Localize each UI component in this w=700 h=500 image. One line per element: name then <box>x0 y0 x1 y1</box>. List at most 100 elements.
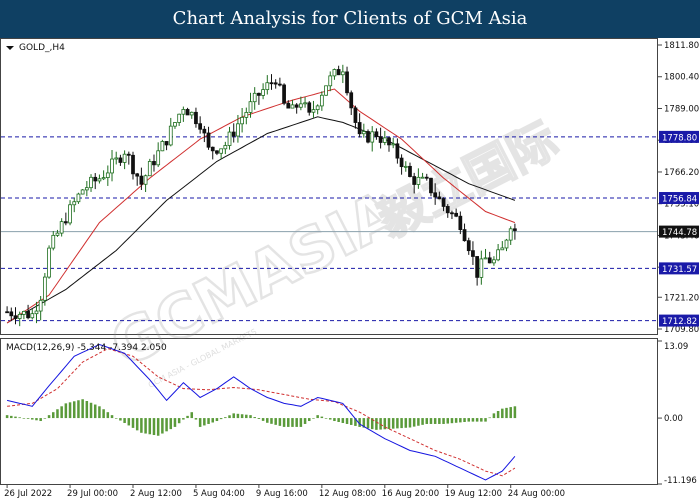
candle-body <box>420 176 425 179</box>
chart-title-banner: Chart Analysis for Clients of GCM Asia <box>0 0 700 38</box>
price-tick-label: 1766.20 <box>664 168 699 178</box>
macd-histogram-bar <box>417 418 420 426</box>
candle-body <box>248 101 253 113</box>
level-tag-label: 1756.84 <box>662 195 697 205</box>
level-tag-label: 1778.80 <box>662 133 697 143</box>
candle-body <box>114 157 119 160</box>
macd-histogram-bar <box>64 403 68 419</box>
macd-histogram-bar <box>480 418 483 422</box>
candle-body <box>223 145 228 150</box>
macd-histogram-bar <box>39 418 42 422</box>
candle-body <box>319 94 324 107</box>
macd-histogram-bar <box>438 418 441 424</box>
candle-body <box>126 153 131 156</box>
macd-histogram-bar <box>266 418 269 423</box>
candle-body <box>387 137 391 146</box>
candle-body <box>408 165 412 177</box>
candle-body <box>84 187 89 191</box>
candle-body <box>93 176 98 182</box>
macd-tick-label: 13.09 <box>664 342 688 352</box>
macd-histogram-bar <box>190 412 194 419</box>
time-tick-label: 5 Aug 04:00 <box>193 489 245 499</box>
candle-body <box>202 128 207 134</box>
candle-body <box>466 240 471 252</box>
candle-body <box>59 221 64 234</box>
candle-body <box>257 92 261 96</box>
ma-fast-line <box>6 88 516 324</box>
macd-histogram-bar <box>228 415 231 419</box>
ma-slow-layer <box>6 116 516 324</box>
candle-body <box>143 175 148 185</box>
macd-histogram-bar <box>85 401 89 419</box>
candle-body <box>156 150 161 166</box>
price-axis: 1811.801800.401789.001777.601766.201755.… <box>657 41 699 335</box>
macd-histogram-bar <box>5 415 9 419</box>
macd-main-line <box>6 343 516 481</box>
candle-body <box>135 173 140 177</box>
time-tick-label: 16 Aug 20:00 <box>382 489 439 499</box>
level-tag <box>659 225 699 238</box>
macd-histogram-bar <box>337 418 340 423</box>
candle-body <box>76 193 81 203</box>
candle-body <box>55 232 60 236</box>
dropdown-arrow-icon[interactable] <box>6 46 14 50</box>
macd-histogram-bar <box>152 418 156 436</box>
candle-body <box>30 313 35 319</box>
symbol-label: GOLD_,H4 <box>19 43 65 53</box>
price-tick-label: 1721.20 <box>664 293 699 303</box>
macd-histogram-bar <box>320 416 324 419</box>
ma-slow-line <box>6 116 516 324</box>
candle-body <box>475 256 479 278</box>
candle-body <box>487 257 492 264</box>
candle-body <box>131 154 135 175</box>
macd-histogram-bar <box>421 418 424 425</box>
candle-body <box>68 204 72 224</box>
candle-body <box>181 109 186 115</box>
candle-body <box>89 176 93 189</box>
candle-body <box>500 247 505 251</box>
level-tag <box>659 262 699 275</box>
macd-histogram-bar <box>198 418 202 427</box>
macd-histogram-bar <box>316 415 319 419</box>
macd-histogram-bar <box>14 416 17 419</box>
candle-body <box>471 250 475 257</box>
candle-body <box>315 105 320 111</box>
macd-histogram <box>5 399 517 436</box>
candle-body <box>198 123 203 130</box>
price-chart[interactable]: GCMASIA 毅立国际 GCM ASIA - GLOBAL MARKETS G… <box>0 38 700 500</box>
price-tick-label: 1755.10 <box>664 200 699 210</box>
candle-body <box>215 150 219 154</box>
macd-tick-label: 0.00 <box>664 414 683 424</box>
candle-body <box>269 82 274 85</box>
level-tag-label: 1744.78 <box>662 228 697 238</box>
macd-histogram-bar <box>475 418 479 422</box>
macd-histogram-bar <box>261 418 265 421</box>
macd-histogram-bar <box>135 418 139 431</box>
candle-body <box>412 176 417 185</box>
macd-histogram-bar <box>429 418 433 424</box>
macd-histogram-bar <box>165 418 168 432</box>
candle-body <box>324 85 328 96</box>
macd-histogram-bar <box>68 402 72 419</box>
candle-body <box>370 131 375 143</box>
macd-histogram-bar <box>60 406 63 419</box>
level-tag <box>659 192 699 205</box>
macd-histogram-bar <box>93 404 97 419</box>
macd-histogram-bar <box>98 406 101 419</box>
price-tick-label: 1811.80 <box>664 41 699 51</box>
macd-histogram-bar <box>123 418 126 423</box>
candle-body <box>38 299 43 312</box>
macd-histogram-bar <box>257 418 261 419</box>
candle-body <box>403 165 408 168</box>
candle-body <box>433 192 438 198</box>
candle-body <box>122 153 127 163</box>
macd-histogram-bar <box>31 418 34 420</box>
candle-body <box>139 175 144 185</box>
candle-body <box>492 259 496 264</box>
level-tag-label: 1731.57 <box>662 265 697 275</box>
candle-body <box>361 131 366 135</box>
candle-body <box>391 143 396 146</box>
candle-body <box>307 102 312 113</box>
candle-body <box>17 313 22 319</box>
macd-histogram-bar <box>22 418 26 419</box>
